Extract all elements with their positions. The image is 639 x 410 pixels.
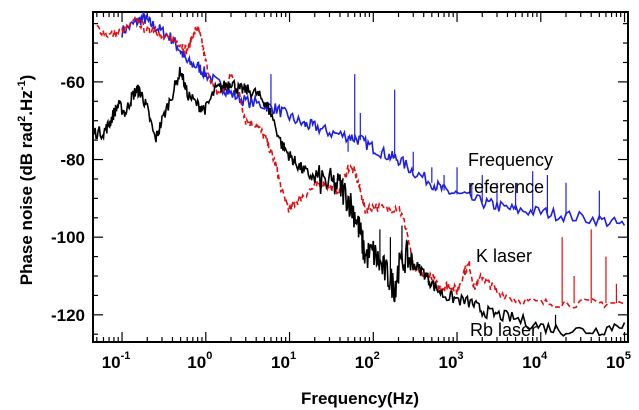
annotation-k-laser: K laser [476, 246, 532, 266]
x-tick-label: 105 [606, 350, 631, 372]
x-tick-label: 10-1 [102, 350, 131, 372]
y-tick-label: -60 [60, 73, 85, 92]
x-tick-label: 103 [439, 350, 464, 372]
x-tick-label: 102 [355, 350, 380, 372]
x-tick-label: 101 [271, 350, 296, 372]
annotation-rb-laser: Rb laser [470, 320, 537, 340]
y-tick-label: -100 [51, 228, 85, 247]
series-rb-laser [93, 66, 626, 337]
y-tick-labels: -60 -80 -100 -120 [51, 73, 85, 325]
series-frequency-reference [121, 12, 626, 228]
y-tick-label: -120 [51, 306, 85, 325]
series-layer [93, 12, 626, 337]
axis-ticks [93, 12, 628, 342]
series-line [93, 66, 626, 337]
x-tick-label: 100 [187, 350, 212, 372]
y-tick-label: -80 [60, 151, 85, 170]
series-k-laser [96, 15, 625, 309]
series-line [96, 15, 625, 309]
x-tick-labels: 10-1 100 101 102 103 104 105 [102, 350, 631, 372]
x-axis-title: Frequency(Hz) [301, 389, 419, 408]
annotation-frequency-reference-2: reference [468, 177, 544, 197]
annotation-frequency-reference-1: Frequency [468, 150, 553, 170]
y-axis-title: Phase noise (dB rad2.Hz-1) [16, 75, 36, 286]
x-tick-label: 104 [522, 350, 548, 372]
series-line [121, 12, 626, 228]
